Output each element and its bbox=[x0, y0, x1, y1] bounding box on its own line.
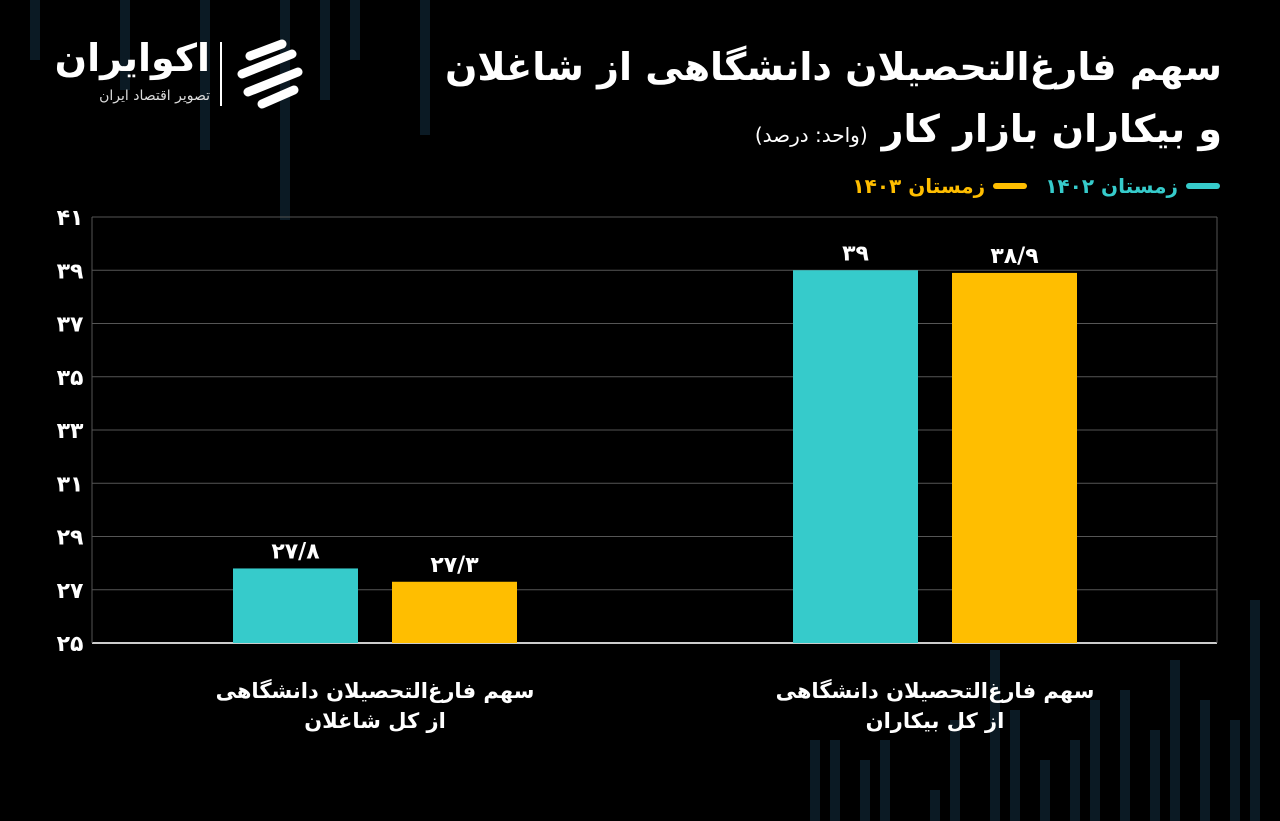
y-tick-label: ۲۵ bbox=[57, 632, 84, 657]
y-tick-label: ۳۵ bbox=[57, 366, 84, 391]
brand-logo: اکوایران تصویر اقتصاد ایران bbox=[50, 34, 320, 114]
legend-label-1402: زمستان ۱۴۰۲ bbox=[1045, 174, 1178, 198]
y-tick-label: ۴۱ bbox=[57, 206, 84, 231]
data-label: ۲۷/۸ bbox=[271, 539, 320, 564]
legend-swatch-1402 bbox=[1186, 183, 1220, 189]
chart-legend: زمستان ۱۴۰۲ زمستان ۱۴۰۳ bbox=[852, 174, 1220, 198]
legend-swatch-1403 bbox=[993, 183, 1028, 189]
category-label: از کل بیکاران bbox=[866, 709, 1005, 733]
bar-1403-0 bbox=[392, 581, 517, 643]
bar-1402-1 bbox=[793, 270, 918, 643]
y-tick-label: ۳۳ bbox=[57, 419, 84, 444]
category-label: از کل شاغلان bbox=[304, 709, 446, 733]
chart-title-line-2-text: و بیکاران بازار کار bbox=[881, 107, 1222, 151]
data-label: ۳۸/۹ bbox=[990, 244, 1038, 269]
unit-note: (واحد: درصد) bbox=[754, 123, 868, 147]
bar-1403-1 bbox=[952, 272, 1077, 643]
category-label: سهم فارغ‌التحصیلان دانشگاهی bbox=[776, 678, 1095, 703]
brand-tagline: تصویر اقتصاد ایران bbox=[99, 88, 210, 104]
chart-title-line-1: سهم فارغ‌التحصیلان دانشگاهی از شاغلان bbox=[445, 45, 1222, 89]
chart-title-line-2: و بیکاران بازار کار (واحد: درصد) bbox=[322, 106, 1222, 158]
y-tick-label: ۳۹ bbox=[57, 259, 84, 284]
y-tick-label: ۲۹ bbox=[57, 526, 84, 551]
brand-name: اکوایران bbox=[54, 36, 210, 80]
legend-label-1403: زمستان ۱۴۰۳ bbox=[852, 174, 986, 198]
y-tick-label: ۳۷ bbox=[57, 313, 84, 338]
data-label: ۲۷/۳ bbox=[430, 553, 479, 578]
category-label: سهم فارغ‌التحصیلان دانشگاهی bbox=[216, 678, 535, 703]
bar-1402-0 bbox=[233, 568, 358, 643]
legend-item-1403: زمستان ۱۴۰۳ bbox=[852, 174, 1028, 198]
data-label: ۳۹ bbox=[842, 241, 869, 266]
ecoiran-logo-icon bbox=[237, 39, 303, 109]
legend-item-1402: زمستان ۱۴۰۲ bbox=[1045, 174, 1220, 198]
y-tick-label: ۳۱ bbox=[57, 472, 84, 497]
y-tick-label: ۲۷ bbox=[57, 579, 84, 604]
logo-divider bbox=[220, 42, 222, 106]
